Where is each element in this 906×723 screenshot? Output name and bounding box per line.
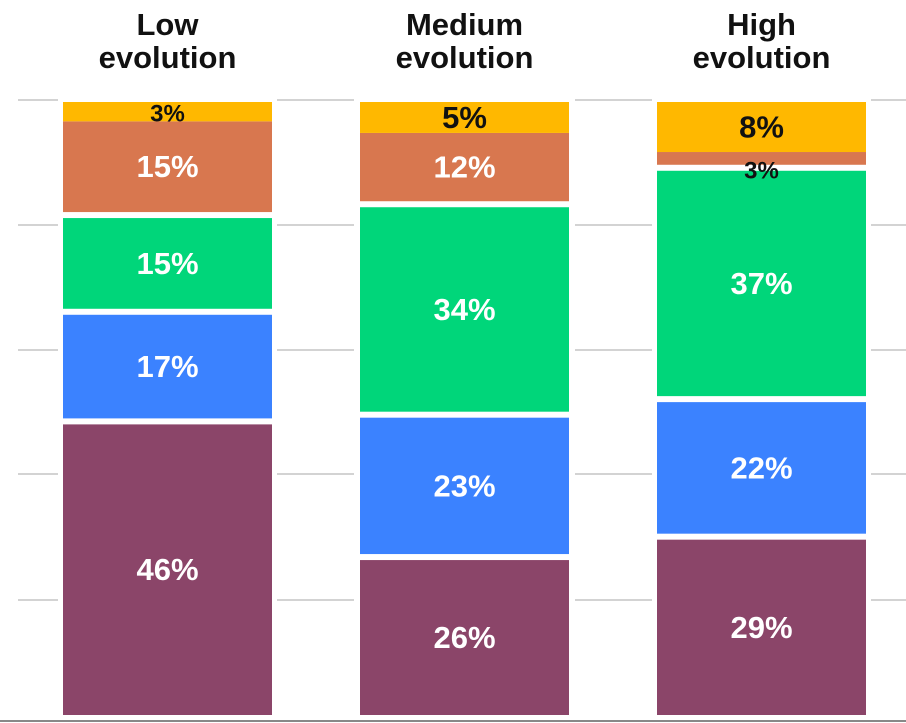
bars (63, 102, 866, 715)
bar-segment (63, 314, 272, 419)
data-label: 46% (136, 552, 198, 587)
column-titles: Low evolution Medium evolution High evolution (99, 7, 831, 75)
bar-segment (360, 102, 569, 133)
column-title: Medium evolution (396, 7, 534, 75)
data-labels: 46% 17% 15% 15% 3% 26% 23% 34% 12% 5% 29% 22% 37% 3% 8… (136, 100, 792, 655)
data-label: 12% (433, 150, 495, 185)
data-label: 17% (136, 349, 198, 384)
gridlines (18, 99, 906, 601)
bar-segment (657, 152, 866, 165)
data-label: 5% (442, 100, 487, 135)
data-label: 8% (739, 110, 784, 145)
data-label: 3% (150, 101, 185, 128)
data-label: 15% (136, 149, 198, 184)
column-title: High evolution (693, 7, 831, 75)
bar-segment (63, 218, 272, 309)
column-title: Low evolution (99, 7, 237, 75)
data-label: 37% (730, 266, 792, 301)
bar-segment (360, 132, 569, 202)
data-label: 3% (744, 157, 779, 184)
bar-segment (657, 170, 866, 397)
data-label: 29% (730, 610, 792, 645)
bar-segment (63, 102, 272, 122)
bar-segment (63, 424, 272, 715)
data-label: 23% (433, 468, 495, 503)
bar-segment (657, 539, 866, 715)
data-label: 22% (730, 450, 792, 485)
bar-segment (360, 207, 569, 412)
bar-segment (360, 417, 569, 555)
bar-segment (657, 402, 866, 534)
bar-segment (63, 121, 272, 213)
bar-segment (360, 560, 569, 715)
data-label: 15% (136, 246, 198, 281)
data-label: 26% (433, 620, 495, 655)
data-label: 34% (433, 292, 495, 327)
bar-segment (657, 102, 866, 153)
